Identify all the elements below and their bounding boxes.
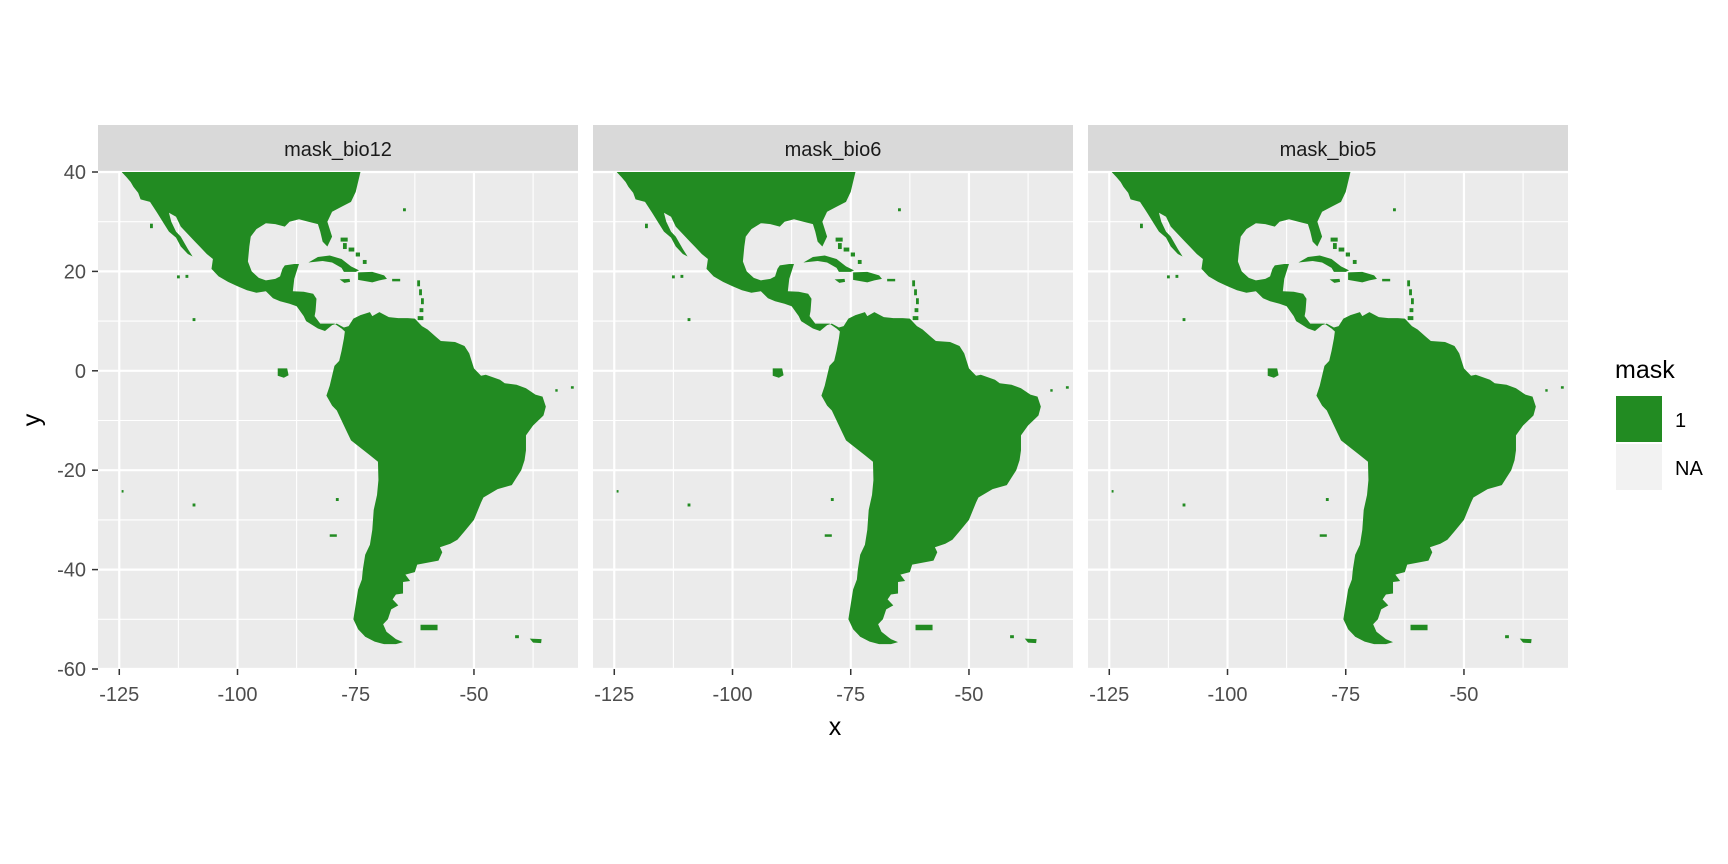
x-tick-label: -50 [955, 684, 984, 706]
y-tick-label: -60 [57, 659, 86, 681]
facet-strip-label: mask_bio5 [1280, 139, 1377, 161]
legend-label-na: NA [1675, 458, 1703, 480]
y-tick-label: 0 [75, 361, 86, 383]
facet-strip-label: mask_bio6 [785, 139, 882, 161]
legend-key-1 [1616, 396, 1662, 442]
x-tick-label: -125 [594, 684, 634, 706]
legend-label-1: 1 [1675, 410, 1686, 432]
x-tick-label: -75 [836, 684, 865, 706]
facet-strip [593, 125, 1073, 172]
x-tick-label: -50 [1450, 684, 1479, 706]
y-axis: 40 20 0 -20 -40 -60 [57, 162, 98, 681]
y-axis-title: y [18, 413, 46, 426]
y-tick-label: -40 [57, 560, 86, 582]
x-tick-label: -100 [712, 684, 752, 706]
facet-strip [1088, 125, 1568, 172]
x-tick-label: -50 [460, 684, 489, 706]
x-tick-label: -125 [1089, 684, 1129, 706]
legend-key-na [1616, 444, 1662, 490]
facet-panel: mask_bio12 -125 -100 -75 -50 [98, 125, 578, 706]
facet-strip [98, 125, 578, 172]
facet-panel: mask_bio6 -125 -100 -75 -50 [593, 125, 1073, 706]
x-tick-label: -100 [217, 684, 257, 706]
x-tick-label: -75 [341, 684, 370, 706]
facet-panel: mask_bio5 -125 -100 -75 -50 [1088, 125, 1568, 706]
facet-strip-label: mask_bio12 [284, 139, 392, 161]
facet-panels: mask_bio12 -125 -100 -75 -50 mask_bio6 -125 -10… [57, 125, 1568, 706]
legend: mask 1 NA [1615, 356, 1703, 490]
x-axis-title: x [829, 713, 842, 741]
legend-title: mask [1615, 356, 1675, 384]
x-tick-label: -100 [1207, 684, 1247, 706]
y-tick-label: -20 [57, 460, 86, 482]
y-tick-label: 40 [64, 162, 86, 184]
x-tick-label: -75 [1331, 684, 1360, 706]
y-tick-label: 20 [64, 261, 86, 283]
x-tick-label: -125 [99, 684, 139, 706]
